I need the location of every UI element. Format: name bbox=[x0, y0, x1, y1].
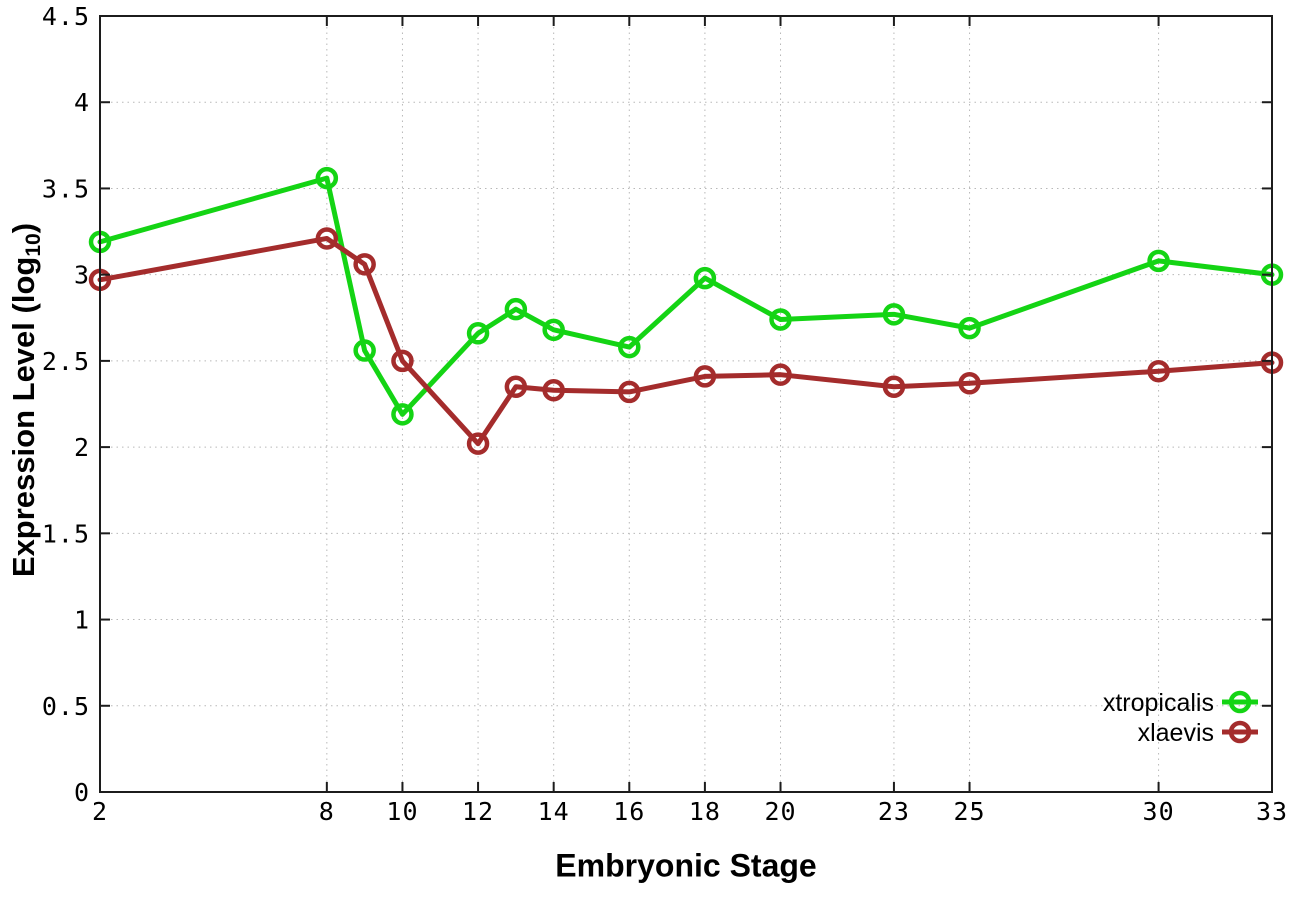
series-marker-xtropicalis bbox=[391, 403, 414, 426]
y-tick-label: 1.5 bbox=[42, 519, 90, 548]
series-marker-xtropicalis bbox=[542, 318, 565, 342]
y-tick-label: 1 bbox=[74, 606, 90, 635]
series-marker-xtropicalis bbox=[353, 339, 376, 362]
y-tick-label: 4 bbox=[74, 88, 90, 117]
series-marker-xtropicalis bbox=[958, 316, 981, 340]
plot-border bbox=[99, 15, 1273, 793]
x-tick-label: 10 bbox=[386, 797, 418, 826]
series-marker-xtropicalis bbox=[882, 303, 906, 326]
legend-label-xlaevis: xlaevis bbox=[1138, 719, 1214, 747]
series-marker-xlaevis bbox=[618, 380, 641, 404]
legend-item-xtropicalis: xtropicalis bbox=[1103, 689, 1258, 717]
series-marker-xlaevis bbox=[1147, 359, 1170, 383]
y-tick-label: 0.5 bbox=[42, 692, 90, 721]
series-marker-xlaevis bbox=[958, 372, 981, 395]
y-axis-title-end: ) bbox=[5, 222, 41, 234]
series-marker-xlaevis bbox=[769, 363, 792, 386]
series-marker-xtropicalis bbox=[315, 166, 339, 190]
series-marker-xlaevis bbox=[693, 365, 717, 388]
x-tick-label: 12 bbox=[462, 797, 494, 826]
series-marker-xtropicalis bbox=[466, 322, 490, 345]
series-marker-xtropicalis bbox=[618, 335, 641, 359]
grid-layer bbox=[100, 16, 1272, 792]
x-tick-label: 23 bbox=[878, 797, 910, 826]
y-axis-title: Expression Level (log10) bbox=[6, 223, 46, 577]
series-marker-xlaevis bbox=[315, 227, 339, 250]
y-axis-title-subscript: 10 bbox=[22, 233, 46, 257]
series-line-xlaevis bbox=[97, 235, 1275, 447]
x-tick-label: 16 bbox=[613, 797, 645, 826]
legend-sample-marker-xlaevis bbox=[1228, 720, 1252, 744]
x-tick-label: 25 bbox=[953, 797, 985, 826]
legend-sample-marker-xtropicalis bbox=[1228, 690, 1252, 714]
series-line-xtropicalis bbox=[97, 175, 1275, 417]
y-tick-label: 2.5 bbox=[42, 347, 90, 376]
series-marker-xlaevis bbox=[391, 349, 414, 373]
series-marker-xtropicalis bbox=[504, 297, 528, 321]
y-axis-title-base: Expression Level (log bbox=[5, 256, 41, 578]
series-marker-xlaevis bbox=[542, 378, 565, 402]
series-marker-xlaevis bbox=[882, 375, 906, 399]
y-tick-label: 4.5 bbox=[42, 2, 90, 31]
x-tick-label: 14 bbox=[538, 797, 570, 826]
y-tick-label: 0 bbox=[74, 778, 90, 807]
y-tick-label: 3.5 bbox=[42, 174, 90, 203]
x-tick-label: 20 bbox=[764, 797, 796, 826]
y-tick-label: 2 bbox=[74, 433, 90, 462]
x-tick-label: 33 bbox=[1256, 797, 1288, 826]
legend-label-xtropicalis: xtropicalis bbox=[1103, 689, 1214, 717]
x-tick-label: 30 bbox=[1143, 797, 1175, 826]
legend-item-xlaevis: xlaevis bbox=[1138, 719, 1258, 747]
series-marker-xtropicalis bbox=[693, 266, 717, 290]
x-tick-label: 18 bbox=[689, 797, 721, 826]
series-marker-xtropicalis bbox=[769, 308, 792, 331]
axes-layer: 2 8 10 12 14 16 18 20 23 25 30 33 0 0.5 1 1.5 2 2.5 3 3.5 4 4… bbox=[42, 2, 1288, 826]
series-marker-xlaevis bbox=[353, 253, 376, 276]
x-axis-title-text: Embryonic Stage bbox=[555, 847, 817, 884]
x-axis-title: Embryonic Stage bbox=[555, 848, 816, 885]
series-marker-xtropicalis bbox=[1147, 249, 1170, 273]
series-marker-xlaevis bbox=[466, 432, 490, 455]
x-tick-label: 8 bbox=[319, 797, 335, 826]
x-tick-label: 2 bbox=[92, 797, 108, 826]
y-tick-label: 3 bbox=[74, 261, 90, 290]
series-layer bbox=[88, 166, 1284, 455]
series-marker-xlaevis bbox=[504, 375, 528, 399]
